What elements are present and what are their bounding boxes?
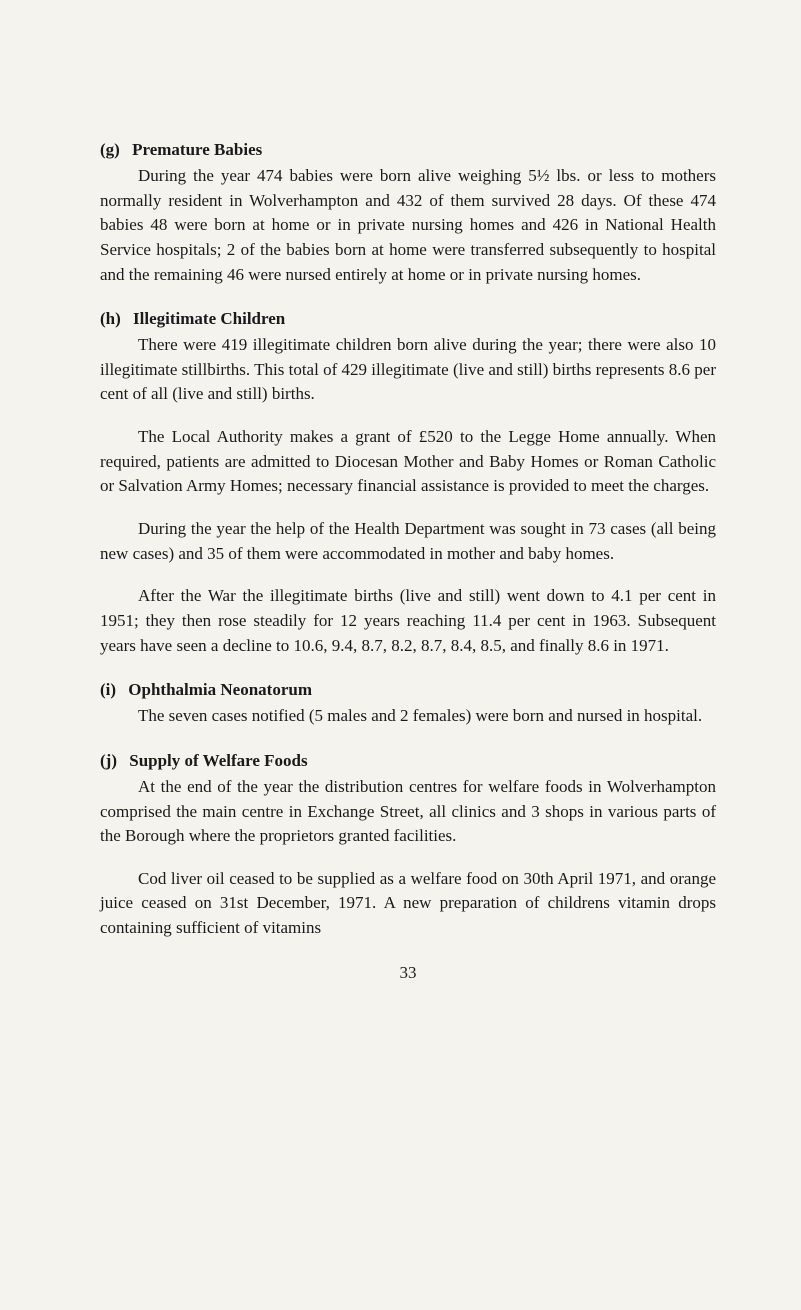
section-h-heading: (h) Illegitimate Children bbox=[100, 309, 716, 329]
section-h-para2: The Local Authority makes a grant of £52… bbox=[100, 425, 716, 499]
section-j-para1: At the end of the year the distribution … bbox=[100, 775, 716, 849]
section-i-title: Ophthalmia Neonatorum bbox=[128, 680, 312, 699]
section-i-para1: The seven cases notified (5 males and 2 … bbox=[100, 704, 716, 729]
section-h-para3: During the year the help of the Health D… bbox=[100, 517, 716, 566]
section-i-marker: (i) bbox=[100, 680, 116, 699]
section-h-marker: (h) bbox=[100, 309, 121, 328]
section-j-marker: (j) bbox=[100, 751, 117, 770]
page-number: 33 bbox=[100, 963, 716, 983]
section-h: (h) Illegitimate Children There were 419… bbox=[100, 309, 716, 658]
section-i-heading: (i) Ophthalmia Neonatorum bbox=[100, 680, 716, 700]
section-j-title: Supply of Welfare Foods bbox=[129, 751, 307, 770]
section-j-para2: Cod liver oil ceased to be supplied as a… bbox=[100, 867, 716, 941]
section-g-heading: (g) Premature Babies bbox=[100, 140, 716, 160]
section-h-para1: There were 419 illegitimate children bor… bbox=[100, 333, 716, 407]
section-j-heading: (j) Supply of Welfare Foods bbox=[100, 751, 716, 771]
section-h-title: Illegitimate Children bbox=[133, 309, 285, 328]
section-h-para4: After the War the illegitimate births (l… bbox=[100, 584, 716, 658]
section-g-title: Premature Babies bbox=[132, 140, 262, 159]
section-g-marker: (g) bbox=[100, 140, 120, 159]
section-g: (g) Premature Babies During the year 474… bbox=[100, 140, 716, 287]
section-g-para1: During the year 474 babies were born ali… bbox=[100, 164, 716, 287]
section-i: (i) Ophthalmia Neonatorum The seven case… bbox=[100, 680, 716, 729]
section-j: (j) Supply of Welfare Foods At the end o… bbox=[100, 751, 716, 941]
